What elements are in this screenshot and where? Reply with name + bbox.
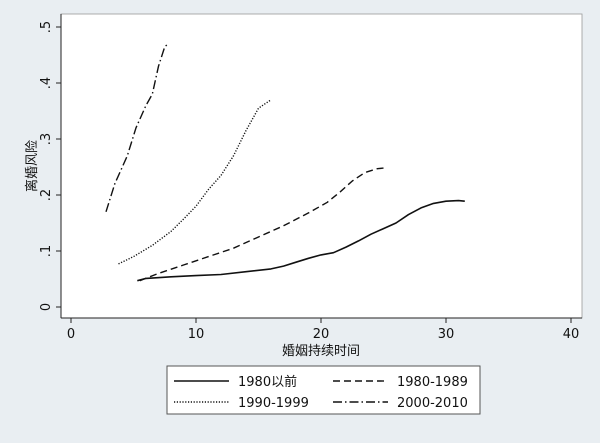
legend: 1980以前 1980-1989 1990-1999 2000-2010 [166, 365, 481, 415]
legend-box [166, 365, 481, 415]
y-tick-label: .5 [39, 21, 54, 33]
x-tick-label: 30 [438, 327, 455, 342]
y-axis-ticks: 0 .1 .2 .3 .4 .5 [39, 21, 61, 311]
series-line-1 [137, 199, 465, 282]
x-tick-label: 10 [188, 327, 205, 342]
legend-label: 1980以前 [238, 374, 297, 390]
y-axis-label: 离婚风险 [24, 140, 40, 192]
x-tick-label: 40 [563, 327, 580, 342]
series-line-4 [105, 43, 169, 213]
x-axis-ticks: 0 10 20 30 40 [67, 318, 579, 342]
plot-area [60, 13, 583, 319]
series-lines [105, 43, 465, 282]
legend-label: 1980-1989 [397, 375, 468, 390]
y-tick-label: .3 [39, 133, 54, 145]
y-tick-label: .2 [39, 189, 54, 201]
legend-label: 1990-1999 [238, 396, 309, 411]
y-tick-label: .1 [39, 245, 54, 257]
legend-label: 2000-2010 [397, 396, 468, 411]
y-tick-label: 0 [39, 303, 54, 311]
x-tick-label: 20 [313, 327, 330, 342]
x-axis-label: 婚姻持续时间 [282, 344, 360, 359]
y-tick-label: .4 [39, 77, 54, 89]
x-tick-label: 0 [67, 327, 75, 342]
series-line-2 [139, 167, 384, 282]
